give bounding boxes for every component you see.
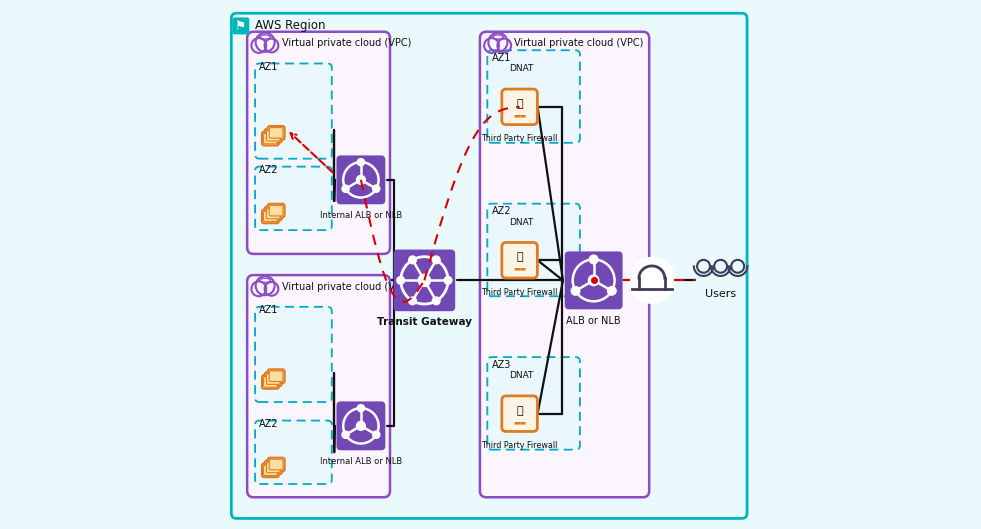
FancyBboxPatch shape <box>488 357 580 450</box>
Text: AWS Region: AWS Region <box>255 20 326 32</box>
FancyBboxPatch shape <box>247 32 390 254</box>
Text: DNAT: DNAT <box>509 65 534 74</box>
FancyBboxPatch shape <box>264 465 278 476</box>
FancyBboxPatch shape <box>267 462 281 473</box>
FancyBboxPatch shape <box>488 50 580 143</box>
FancyBboxPatch shape <box>269 127 284 138</box>
Text: Transit Gateway: Transit Gateway <box>377 317 472 327</box>
Circle shape <box>571 287 580 295</box>
FancyBboxPatch shape <box>267 131 281 141</box>
Text: 🔥: 🔥 <box>516 406 523 416</box>
Circle shape <box>607 287 616 295</box>
FancyBboxPatch shape <box>265 461 282 475</box>
Circle shape <box>589 275 598 286</box>
Text: DNAT: DNAT <box>509 371 534 380</box>
Circle shape <box>342 431 349 439</box>
Circle shape <box>409 256 416 264</box>
FancyBboxPatch shape <box>268 458 284 471</box>
Text: Internal ALB or NLB: Internal ALB or NLB <box>320 211 402 220</box>
Text: AZ2: AZ2 <box>259 165 279 175</box>
Text: ALB or NLB: ALB or NLB <box>566 316 621 326</box>
Text: Virtual private cloud (VPC): Virtual private cloud (VPC) <box>282 39 411 48</box>
Circle shape <box>444 277 452 284</box>
FancyBboxPatch shape <box>269 371 284 381</box>
FancyBboxPatch shape <box>268 369 284 383</box>
FancyBboxPatch shape <box>264 377 278 387</box>
FancyBboxPatch shape <box>565 251 623 309</box>
Circle shape <box>418 275 431 286</box>
Circle shape <box>357 159 365 166</box>
Text: DNAT: DNAT <box>509 218 534 227</box>
FancyBboxPatch shape <box>262 463 279 477</box>
FancyBboxPatch shape <box>336 156 386 204</box>
FancyBboxPatch shape <box>264 211 278 222</box>
FancyBboxPatch shape <box>255 307 332 402</box>
FancyBboxPatch shape <box>265 207 282 221</box>
Text: AZ3: AZ3 <box>491 360 511 370</box>
Text: AZ1: AZ1 <box>491 53 511 63</box>
Text: Third Party Firewall: Third Party Firewall <box>482 134 558 143</box>
FancyBboxPatch shape <box>265 372 282 386</box>
FancyBboxPatch shape <box>267 374 281 385</box>
Text: AZ2: AZ2 <box>259 419 279 429</box>
Text: Virtual private cloud (VPC): Virtual private cloud (VPC) <box>514 39 644 48</box>
Text: ⚑: ⚑ <box>235 20 246 32</box>
Circle shape <box>397 277 404 284</box>
FancyBboxPatch shape <box>262 375 279 389</box>
Circle shape <box>373 185 380 193</box>
Circle shape <box>433 297 440 305</box>
Circle shape <box>356 176 365 184</box>
Text: Users: Users <box>705 289 736 299</box>
Text: Third Party Firewall: Third Party Firewall <box>482 288 558 297</box>
Text: AZ1: AZ1 <box>259 305 279 315</box>
FancyBboxPatch shape <box>267 208 281 219</box>
FancyBboxPatch shape <box>268 126 284 140</box>
Circle shape <box>409 297 416 305</box>
Circle shape <box>342 185 349 193</box>
FancyBboxPatch shape <box>255 167 332 230</box>
FancyBboxPatch shape <box>502 89 538 125</box>
Text: ▬▬: ▬▬ <box>513 266 526 272</box>
Text: Third Party Firewall: Third Party Firewall <box>482 441 558 450</box>
FancyBboxPatch shape <box>502 242 538 278</box>
FancyBboxPatch shape <box>502 396 538 432</box>
FancyBboxPatch shape <box>480 32 649 497</box>
FancyBboxPatch shape <box>232 17 249 34</box>
Text: 🔥: 🔥 <box>516 252 523 262</box>
FancyBboxPatch shape <box>268 204 284 217</box>
FancyBboxPatch shape <box>269 205 284 216</box>
Text: Internal ALB or NLB: Internal ALB or NLB <box>320 457 402 466</box>
FancyBboxPatch shape <box>247 275 390 497</box>
FancyBboxPatch shape <box>262 132 279 145</box>
Circle shape <box>433 256 440 264</box>
Text: ▬▬: ▬▬ <box>513 112 526 118</box>
FancyBboxPatch shape <box>488 204 580 296</box>
Circle shape <box>356 422 365 430</box>
FancyBboxPatch shape <box>265 129 282 143</box>
Text: AZ2: AZ2 <box>491 206 511 216</box>
Text: ▬▬: ▬▬ <box>513 419 526 425</box>
FancyBboxPatch shape <box>336 402 386 450</box>
Circle shape <box>357 405 365 412</box>
FancyBboxPatch shape <box>255 421 332 484</box>
Circle shape <box>590 255 598 263</box>
FancyBboxPatch shape <box>269 459 284 470</box>
Text: 🔥: 🔥 <box>516 99 523 109</box>
FancyBboxPatch shape <box>255 63 332 159</box>
FancyBboxPatch shape <box>232 13 748 518</box>
Text: Virtual private cloud (VPC): Virtual private cloud (VPC) <box>282 282 411 291</box>
Circle shape <box>373 431 380 439</box>
FancyBboxPatch shape <box>264 133 278 144</box>
FancyBboxPatch shape <box>262 209 279 223</box>
FancyBboxPatch shape <box>393 250 455 311</box>
Circle shape <box>630 258 674 303</box>
Text: AZ1: AZ1 <box>259 62 279 72</box>
